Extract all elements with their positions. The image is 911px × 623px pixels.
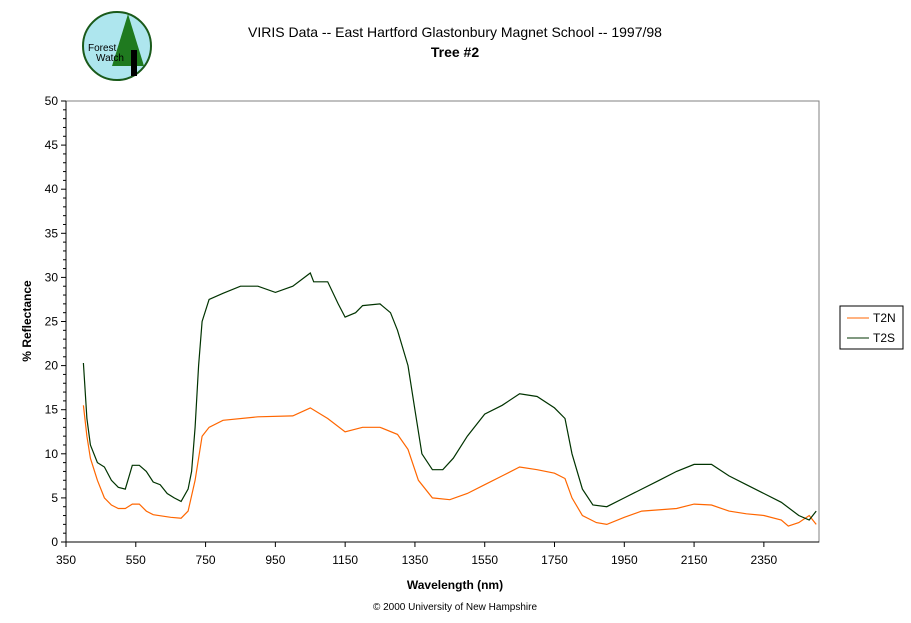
y-tick-label: 20 xyxy=(45,359,59,373)
chart-title: VIRIS Data -- East Hartford Glastonbury … xyxy=(248,24,662,40)
y-tick-label: 45 xyxy=(45,138,59,152)
x-tick-label: 1350 xyxy=(402,553,429,567)
legend-label-t2n: T2N xyxy=(873,311,896,325)
y-tick-label: 15 xyxy=(45,403,59,417)
y-tick-label: 5 xyxy=(51,491,58,505)
logo-text-1: Forest xyxy=(88,43,117,54)
x-tick-label: 750 xyxy=(196,553,216,567)
y-tick-label: 35 xyxy=(45,226,59,240)
x-axis-label: Wavelength (nm) xyxy=(407,578,503,592)
series-line-t2n xyxy=(82,405,817,527)
y-tick-label: 0 xyxy=(51,535,58,549)
x-tick-label: 1750 xyxy=(541,553,568,567)
legend-label-t2s: T2S xyxy=(873,331,895,345)
x-tick-label: 950 xyxy=(265,553,285,567)
y-tick-label: 10 xyxy=(45,447,59,461)
legend: T2N T2S xyxy=(839,305,904,350)
forest-watch-logo: Forest Watch xyxy=(82,11,152,81)
y-tick-label: 30 xyxy=(45,270,59,284)
y-axis-label: % Reflectance xyxy=(20,280,34,362)
logo-text-2: Watch xyxy=(96,53,124,64)
y-tick-label: 25 xyxy=(45,315,59,329)
chart-subtitle: Tree #2 xyxy=(431,44,479,60)
x-tick-label: 550 xyxy=(126,553,146,567)
x-tick-label: 2150 xyxy=(681,553,708,567)
x-tick-label: 2350 xyxy=(751,553,778,567)
y-tick-label: 50 xyxy=(45,94,59,108)
series-line-t2s xyxy=(82,272,817,521)
copyright: © 2000 University of New Hampshire xyxy=(373,602,538,613)
x-tick-label: 1150 xyxy=(332,553,358,567)
y-tick-label: 40 xyxy=(45,182,59,196)
x-tick-label: 1950 xyxy=(611,553,638,567)
plot-area xyxy=(65,100,820,543)
x-tick-label: 1550 xyxy=(471,553,498,567)
x-tick-label: 350 xyxy=(56,553,76,567)
